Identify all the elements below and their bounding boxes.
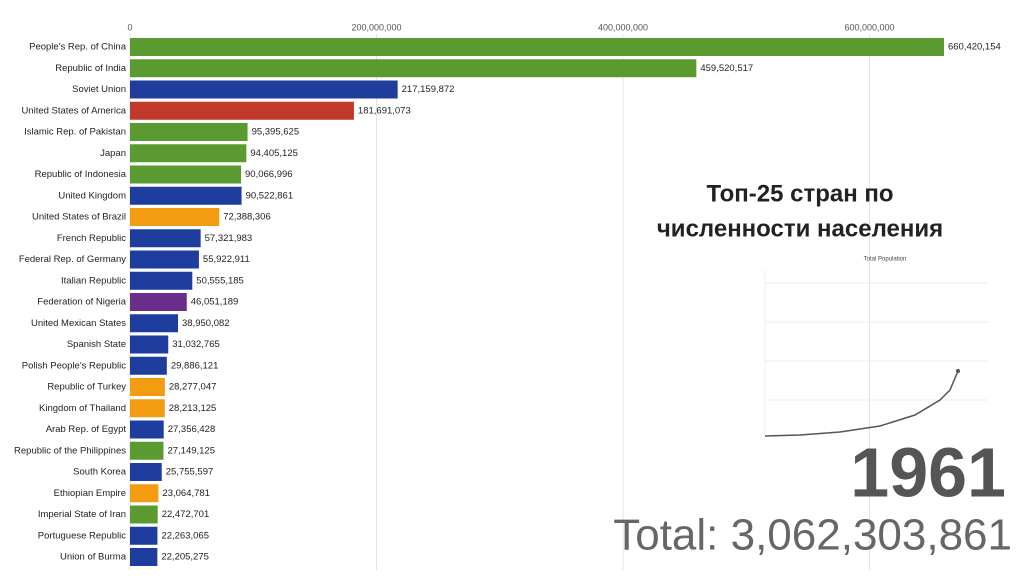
value-label: 23,064,781 bbox=[162, 488, 210, 499]
year-label: 1961 bbox=[850, 433, 1006, 511]
category-label: Polish People's Republic bbox=[22, 360, 127, 371]
category-label: Soviet Union bbox=[72, 84, 126, 95]
value-label: 25,755,597 bbox=[166, 467, 214, 478]
value-label: 46,051,189 bbox=[191, 297, 239, 308]
category-label: Japan bbox=[100, 148, 126, 159]
category-label: Republic of Turkey bbox=[47, 382, 126, 393]
bar bbox=[130, 356, 167, 375]
category-label: United States of Brazil bbox=[32, 212, 126, 223]
bar bbox=[130, 526, 158, 545]
bar bbox=[130, 80, 398, 99]
value-label: 90,522,861 bbox=[246, 190, 294, 201]
x-tick-label: 600,000,000 bbox=[844, 22, 894, 32]
category-label: Italian Republic bbox=[61, 275, 126, 286]
bar bbox=[130, 505, 158, 524]
category-label: French Republic bbox=[57, 233, 126, 244]
value-label: 94,405,125 bbox=[250, 148, 298, 159]
bar bbox=[130, 229, 201, 248]
bar bbox=[130, 186, 242, 205]
bar bbox=[130, 399, 165, 418]
category-label: Imperial State of Iran bbox=[38, 509, 126, 520]
bar bbox=[130, 250, 199, 269]
value-label: 27,356,428 bbox=[168, 424, 216, 435]
value-label: 181,691,073 bbox=[358, 105, 411, 116]
bar bbox=[130, 271, 193, 290]
bar bbox=[130, 101, 354, 120]
category-label: Federal Rep. of Germany bbox=[19, 254, 126, 265]
x-tick-label: 200,000,000 bbox=[351, 22, 401, 32]
category-label: Spanish State bbox=[67, 339, 126, 350]
value-label: 28,213,125 bbox=[169, 403, 217, 414]
bar bbox=[130, 165, 242, 184]
value-label: 55,922,911 bbox=[203, 254, 250, 265]
bar bbox=[130, 208, 220, 226]
value-label: 57,321,983 bbox=[205, 233, 253, 244]
bar bbox=[130, 484, 159, 503]
category-label: United Mexican States bbox=[31, 318, 126, 329]
category-label: Republic of the Philippines bbox=[14, 445, 126, 456]
inset-chart: Total Population bbox=[764, 257, 988, 437]
category-label: Ethiopian Empire bbox=[54, 488, 126, 499]
bar bbox=[130, 463, 162, 481]
value-label: 28,277,047 bbox=[169, 382, 217, 393]
value-label: 217,159,872 bbox=[402, 84, 455, 95]
category-label: Portuguese Republic bbox=[38, 530, 126, 541]
value-label: 31,032,765 bbox=[172, 339, 220, 350]
value-label: 22,472,701 bbox=[162, 509, 210, 520]
inset-title: Total Population bbox=[864, 257, 907, 263]
value-label: 29,886,121 bbox=[171, 360, 219, 371]
bar bbox=[130, 38, 944, 56]
value-label: 22,205,275 bbox=[161, 552, 209, 563]
category-label: Kingdom of Thailand bbox=[39, 403, 126, 414]
inset-line bbox=[764, 370, 959, 437]
x-tick-label: 400,000,000 bbox=[598, 22, 648, 32]
category-label: Republic of Indonesia bbox=[35, 169, 127, 180]
category-label: Federation of Nigeria bbox=[37, 297, 126, 308]
value-label: 38,950,082 bbox=[182, 318, 230, 329]
category-label: Union of Burma bbox=[60, 552, 127, 563]
bar bbox=[130, 420, 164, 439]
value-label: 90,066,996 bbox=[245, 169, 293, 180]
value-label: 72,388,306 bbox=[223, 212, 271, 223]
total-label: Total: 3,062,303,861 bbox=[613, 511, 1012, 560]
inset-point bbox=[956, 369, 960, 373]
category-label: United Kingdom bbox=[58, 190, 126, 201]
bar bbox=[130, 335, 169, 354]
bar bbox=[130, 144, 247, 163]
bar bbox=[130, 59, 697, 78]
chart-title: численности населения bbox=[657, 215, 943, 242]
category-label: Arab Rep. of Egypt bbox=[46, 424, 127, 435]
bar bbox=[130, 314, 179, 333]
category-label: South Korea bbox=[73, 467, 127, 478]
value-label: 27,149,125 bbox=[167, 445, 215, 456]
bar bbox=[130, 441, 164, 460]
bar bbox=[130, 123, 248, 141]
value-label: 50,555,185 bbox=[196, 275, 244, 286]
chart-title: Топ-25 стран по bbox=[706, 180, 893, 207]
bar bbox=[130, 378, 165, 396]
category-label: Republic of India bbox=[55, 63, 126, 74]
value-label: 660,420,154 bbox=[948, 42, 1001, 53]
x-tick-label: 0 bbox=[127, 22, 132, 32]
value-label: 95,395,625 bbox=[252, 127, 300, 138]
category-label: Islamic Rep. of Pakistan bbox=[24, 127, 126, 138]
category-label: People's Rep. of China bbox=[29, 42, 127, 53]
bar bbox=[130, 293, 187, 311]
value-label: 459,520,517 bbox=[700, 63, 753, 74]
value-label: 22,263,065 bbox=[161, 530, 209, 541]
category-label: United States of America bbox=[21, 105, 126, 116]
bar bbox=[130, 548, 158, 566]
